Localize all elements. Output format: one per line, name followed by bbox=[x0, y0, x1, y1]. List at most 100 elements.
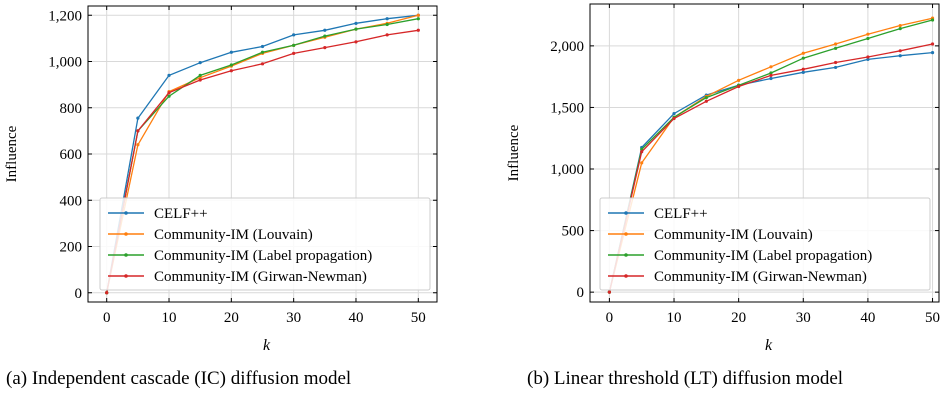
chart-ic: 0 10 20 30 40 50 0 200 400 600 800 1,000 1,200 k Influ… bbox=[4, 5, 438, 354]
data-point-community-im-girwan-newman bbox=[833, 60, 838, 65]
caption-ic: (a) Independent cascade (IC) diffusion m… bbox=[6, 368, 352, 389]
data-point-community-im-label-propagation bbox=[833, 46, 838, 50]
data-point-community-im-girwan-newman bbox=[167, 91, 171, 95]
data-point-community-im-louvain bbox=[833, 42, 838, 46]
data-point-community-im-label-propagation bbox=[898, 27, 902, 31]
x-tick-label: 10 bbox=[162, 310, 177, 326]
data-point-community-im-louvain bbox=[416, 13, 420, 17]
legend-label: Community-IM (Girwan-Newman) bbox=[654, 269, 867, 285]
legend-label: CELF++ bbox=[154, 206, 208, 222]
y-axis-label: Influence bbox=[506, 124, 522, 181]
data-point-celf bbox=[866, 57, 870, 62]
data-point-community-im-label-propagation bbox=[229, 63, 233, 67]
legend-box bbox=[599, 197, 931, 291]
data-point-community-im-label-propagation bbox=[769, 71, 773, 75]
legend-marker-community-im-girwan-newman bbox=[624, 274, 628, 278]
y-tick-label: 0 bbox=[577, 285, 585, 301]
x-axis-label: k bbox=[765, 337, 773, 354]
x-tick-label: 0 bbox=[606, 310, 614, 326]
x-tick-label: 0 bbox=[103, 310, 111, 326]
data-point-celf bbox=[769, 76, 773, 81]
data-point-community-im-girwan-newman bbox=[930, 42, 935, 46]
data-point-community-im-girwan-newman bbox=[292, 51, 296, 56]
data-point-celf bbox=[930, 51, 935, 55]
data-point-community-im-girwan-newman bbox=[354, 40, 358, 44]
data-point-community-im-label-propagation bbox=[704, 95, 708, 100]
data-point-celf bbox=[229, 50, 233, 54]
data-point-community-im-label-propagation bbox=[354, 27, 358, 31]
data-point-community-im-girwan-newman bbox=[105, 291, 109, 295]
x-tick-label: 40 bbox=[860, 310, 875, 326]
legend-marker-community-im-louvain bbox=[124, 232, 128, 236]
data-point-community-im-label-propagation bbox=[866, 36, 870, 41]
y-tick-label: 1,000 bbox=[550, 162, 584, 178]
data-point-community-im-girwan-newman bbox=[801, 67, 805, 71]
data-point-community-im-louvain bbox=[898, 23, 902, 28]
chart-lt: 0 10 20 30 40 5005001,0001,5002,000kInfluence… bbox=[506, 3, 940, 354]
data-point-community-im-girwan-newman bbox=[607, 290, 611, 294]
data-point-celf bbox=[385, 17, 389, 21]
data-point-celf bbox=[833, 65, 838, 70]
y-tick-label: 1,500 bbox=[550, 100, 584, 116]
data-point-celf bbox=[136, 116, 140, 120]
data-point-celf bbox=[801, 70, 805, 74]
legend-label: Community-IM (Louvain) bbox=[654, 227, 813, 243]
data-point-community-im-louvain bbox=[769, 65, 773, 69]
legend-marker-community-im-girwan-newman bbox=[124, 274, 128, 278]
data-point-community-im-louvain bbox=[640, 161, 644, 165]
legend-marker-community-im-label-propagation bbox=[624, 253, 628, 257]
data-point-celf bbox=[167, 73, 171, 77]
data-point-community-im-girwan-newman bbox=[136, 129, 140, 133]
legend-box bbox=[99, 197, 431, 291]
y-tick-label: 200 bbox=[60, 240, 83, 256]
x-tick-label: 50 bbox=[411, 310, 426, 326]
y-tick-label: 1,200 bbox=[48, 8, 82, 24]
data-point-community-im-girwan-newman bbox=[385, 33, 389, 37]
data-point-community-im-label-propagation bbox=[930, 18, 935, 22]
legend-marker-community-im-louvain bbox=[624, 232, 628, 236]
data-point-celf bbox=[198, 61, 202, 65]
data-point-community-im-label-propagation bbox=[167, 94, 171, 98]
data-point-community-im-girwan-newman bbox=[323, 46, 327, 50]
data-point-community-im-girwan-newman bbox=[737, 84, 741, 89]
x-tick-label: 10 bbox=[667, 310, 682, 326]
legend-marker-celf bbox=[624, 211, 628, 215]
x-axis-label: k bbox=[263, 337, 271, 354]
x-tick-label: 20 bbox=[731, 310, 746, 326]
legend-label: Community-IM (Girwan-Newman) bbox=[154, 269, 367, 285]
data-point-community-im-girwan-newman bbox=[416, 28, 420, 32]
data-point-community-im-girwan-newman bbox=[198, 78, 202, 82]
data-point-community-im-louvain bbox=[866, 32, 870, 36]
x-tick-label: 20 bbox=[224, 310, 239, 326]
data-point-community-im-girwan-newman bbox=[640, 150, 644, 154]
y-tick-label: 600 bbox=[60, 147, 83, 163]
caption-lt: (b) Linear threshold (LT) diffusion mode… bbox=[527, 368, 844, 389]
legend-label: CELF++ bbox=[654, 206, 708, 222]
data-point-community-im-girwan-newman bbox=[866, 55, 870, 59]
y-tick-label: 1,000 bbox=[48, 55, 82, 71]
x-tick-label: 50 bbox=[925, 310, 940, 326]
y-tick-label: 400 bbox=[60, 193, 83, 209]
data-point-community-im-label-propagation bbox=[198, 73, 202, 77]
y-tick-label: 500 bbox=[562, 224, 585, 240]
plot-frame bbox=[589, 3, 940, 303]
data-point-community-im-girwan-newman bbox=[898, 49, 902, 53]
legend-label: Community-IM (Label propagation) bbox=[154, 248, 372, 264]
data-point-community-im-girwan-newman bbox=[704, 99, 708, 103]
x-tick-label: 40 bbox=[348, 310, 363, 326]
data-point-community-im-label-propagation bbox=[260, 50, 265, 54]
x-tick-label: 30 bbox=[796, 310, 811, 326]
data-point-celf bbox=[354, 21, 358, 25]
data-point-community-im-girwan-newman bbox=[260, 62, 265, 66]
data-point-community-im-girwan-newman bbox=[229, 69, 233, 73]
data-point-community-im-label-propagation bbox=[323, 34, 327, 38]
data-point-celf bbox=[260, 44, 265, 49]
y-tick-label: 2,000 bbox=[550, 39, 584, 55]
data-point-community-im-label-propagation bbox=[801, 56, 805, 60]
y-tick-label: 0 bbox=[75, 286, 83, 302]
legend-label: Community-IM (Louvain) bbox=[154, 227, 313, 243]
data-point-community-im-louvain bbox=[136, 143, 140, 147]
x-tick-label: 30 bbox=[286, 310, 301, 326]
data-point-celf bbox=[323, 28, 327, 32]
